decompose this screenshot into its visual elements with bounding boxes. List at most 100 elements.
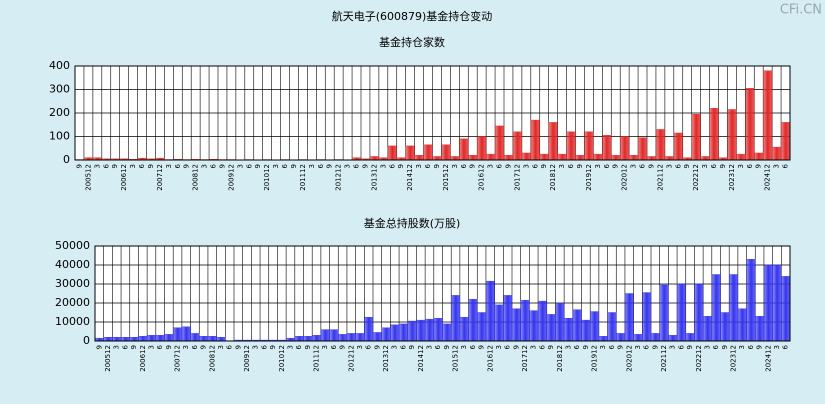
x-tick-label: 9 xyxy=(75,164,83,168)
bar xyxy=(611,155,620,160)
bar xyxy=(512,309,520,341)
bar xyxy=(764,265,772,341)
x-tick-label: 200912 xyxy=(243,345,251,372)
y-tick-label: 100 xyxy=(49,130,70,143)
x-tick-label: 6 xyxy=(317,163,325,168)
bar xyxy=(567,132,576,160)
x-tick-label: 3 xyxy=(630,164,638,168)
bar xyxy=(130,337,138,341)
bar xyxy=(728,109,737,160)
x-tick-label: 9 xyxy=(218,164,226,168)
x-tick-label: 6 xyxy=(746,163,754,168)
watermark: CFi.CN xyxy=(780,3,822,18)
x-tick-label: 6 xyxy=(102,163,110,168)
x-tick-label: 201012 xyxy=(263,164,271,191)
bar xyxy=(642,293,650,341)
bar xyxy=(182,327,190,341)
bar xyxy=(469,299,477,341)
bar xyxy=(321,330,329,341)
x-tick-label: 200812 xyxy=(208,345,216,372)
x-tick-label: 3 xyxy=(391,345,399,349)
x-tick-label: 3 xyxy=(321,345,329,349)
bar xyxy=(729,275,737,342)
x-tick-label: 9 xyxy=(111,164,119,168)
x-tick-label: 200612 xyxy=(139,345,147,372)
x-tick-label: 3 xyxy=(113,345,121,349)
x-tick-label: 202112 xyxy=(656,164,664,191)
x-tick-label: 3 xyxy=(773,164,781,168)
bar xyxy=(582,320,590,341)
bar xyxy=(608,313,616,342)
bar xyxy=(199,336,207,341)
x-tick-label: 200812 xyxy=(192,164,200,191)
bar xyxy=(424,145,433,160)
bar xyxy=(634,334,642,341)
bar xyxy=(460,317,468,341)
x-tick-label: 6 xyxy=(747,344,755,349)
x-tick-label: 6 xyxy=(538,344,546,349)
x-tick-label: 6 xyxy=(424,163,432,168)
bar xyxy=(625,294,633,342)
y-tick-label: 0 xyxy=(83,334,90,347)
x-tick-label: 3 xyxy=(344,164,352,168)
x-tick-label: 6 xyxy=(353,163,361,168)
bar xyxy=(549,122,558,160)
x-tick-label: 9 xyxy=(547,345,555,349)
bar xyxy=(660,285,668,341)
x-tick-label: 6 xyxy=(210,163,218,168)
x-tick-label: 200512 xyxy=(84,164,92,191)
x-tick-label: 9 xyxy=(234,345,242,349)
bar xyxy=(521,300,529,341)
bar xyxy=(486,154,495,160)
x-tick-label: 202212 xyxy=(692,164,700,191)
x-tick-label: 6 xyxy=(121,344,129,349)
bar xyxy=(686,333,694,341)
x-tick-label: 6 xyxy=(226,344,234,349)
x-tick-label: 201012 xyxy=(278,345,286,372)
bar xyxy=(531,120,540,160)
bar xyxy=(754,153,763,160)
x-tick-label: 9 xyxy=(540,164,548,168)
bar xyxy=(347,333,355,341)
bar xyxy=(669,335,677,341)
bar xyxy=(312,335,320,341)
x-tick-label: 6 xyxy=(138,163,146,168)
y-tick-label: 30000 xyxy=(55,277,90,290)
bar xyxy=(121,337,129,341)
x-tick-label: 6 xyxy=(677,344,685,349)
x-tick-label: 201512 xyxy=(452,345,460,372)
x-tick-label: 3 xyxy=(252,345,260,349)
x-tick-label: 9 xyxy=(756,345,764,349)
bar xyxy=(530,311,538,341)
x-tick-label: 9 xyxy=(165,345,173,349)
x-tick-label: 200712 xyxy=(156,164,164,191)
y-tick-label: 40000 xyxy=(55,258,90,271)
x-tick-label: 202412 xyxy=(764,345,772,372)
x-tick-label: 3 xyxy=(217,345,225,349)
x-tick-label: 6 xyxy=(531,163,539,168)
bar xyxy=(295,336,303,341)
x-tick-label: 3 xyxy=(665,164,673,168)
x-tick-label: 6 xyxy=(156,344,164,349)
x-tick-label: 6 xyxy=(782,344,790,349)
bar xyxy=(573,310,581,341)
x-tick-label: 6 xyxy=(388,163,396,168)
x-tick-label: 202012 xyxy=(625,345,633,372)
bar xyxy=(388,146,397,160)
x-tick-label: 6 xyxy=(260,344,268,349)
x-tick-label: 6 xyxy=(573,344,581,349)
x-tick-label: 201212 xyxy=(335,164,343,191)
x-tick-label: 202312 xyxy=(728,164,736,191)
bar xyxy=(364,317,372,341)
x-tick-label: 9 xyxy=(433,164,441,168)
y-tick-label: 20000 xyxy=(55,296,90,309)
x-tick-label: 6 xyxy=(608,344,616,349)
bar xyxy=(540,154,549,160)
y-tick-label: 0 xyxy=(63,153,70,166)
x-tick-label: 202012 xyxy=(621,164,629,191)
x-tick-label: 3 xyxy=(495,345,503,349)
x-tick-label: 201712 xyxy=(521,345,529,372)
x-tick-label: 3 xyxy=(425,345,433,349)
x-tick-label: 201412 xyxy=(417,345,425,372)
bar xyxy=(338,334,346,341)
